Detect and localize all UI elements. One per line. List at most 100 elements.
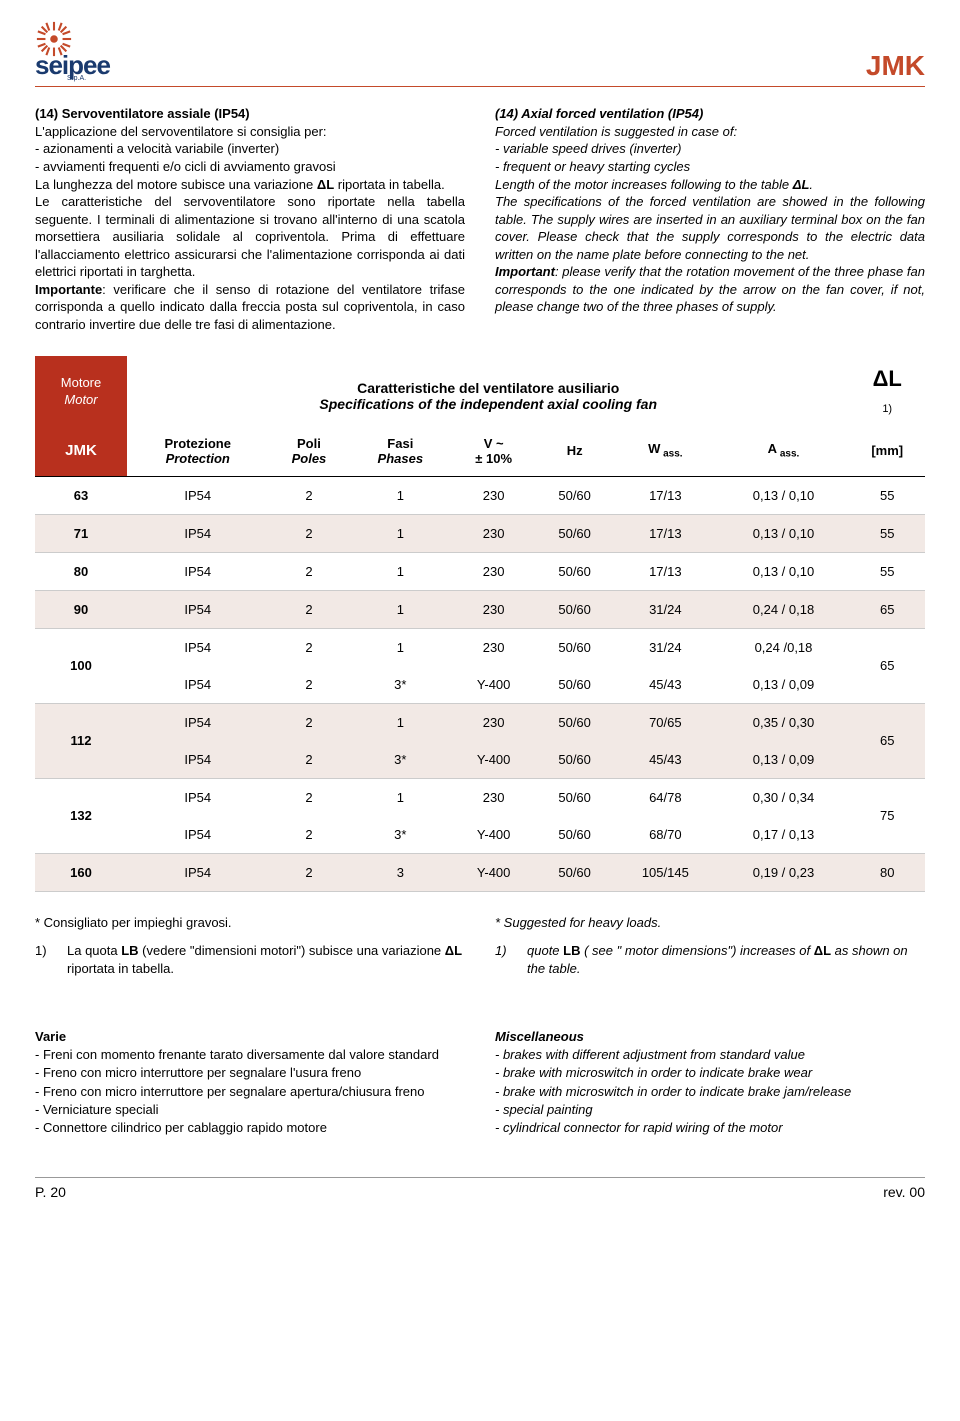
cell-a: 0,17 / 0,13 <box>718 816 850 854</box>
cell-jmk: 80 <box>35 552 127 590</box>
cell-fasi: 3* <box>349 666 451 704</box>
cell-hz: 50/60 <box>536 628 613 666</box>
cell-fasi: 1 <box>349 778 451 816</box>
cell-prot: IP54 <box>127 628 268 666</box>
cell-fasi: 3 <box>349 853 451 891</box>
th-title: Caratteristiche del ventilatore ausiliar… <box>127 356 849 428</box>
cell-hz: 50/60 <box>536 816 613 854</box>
cell-w: 68/70 <box>613 816 717 854</box>
cell-prot: IP54 <box>127 590 268 628</box>
th-protection: ProtezioneProtection <box>127 428 268 477</box>
table-row: 100IP542123050/6031/240,24 /0,1865 <box>35 628 925 666</box>
cell-a: 0,35 / 0,30 <box>718 703 850 741</box>
table-row: 132IP542123050/6064/780,30 / 0,3475 <box>35 778 925 816</box>
th-motor: Motore Motor <box>35 356 127 428</box>
cell-v: 230 <box>451 628 536 666</box>
cell-a: 0,24 / 0,18 <box>718 590 850 628</box>
cell-hz: 50/60 <box>536 778 613 816</box>
cell-poli: 2 <box>268 741 349 779</box>
cell-poli: 2 <box>268 703 349 741</box>
list-item: - brakes with different adjustment from … <box>495 1046 925 1064</box>
list-item: - cylindrical connector for rapid wiring… <box>495 1119 925 1137</box>
spec-table: Motore Motor Caratteristiche del ventila… <box>35 356 925 892</box>
cell-v: Y-400 <box>451 853 536 891</box>
intro-title-it: (14) Servoventilatore assiale (IP54) <box>35 106 250 121</box>
cell-w: 17/13 <box>613 476 717 514</box>
list-item: - brake with microswitch in order to ind… <box>495 1064 925 1082</box>
cell-prot: IP54 <box>127 741 268 779</box>
cell-prot: IP54 <box>127 853 268 891</box>
cell-w: 70/65 <box>613 703 717 741</box>
cell-v: Y-400 <box>451 741 536 779</box>
varie-it: Varie - Freni con momento frenante tarat… <box>35 1028 465 1137</box>
cell-a: 0,13 / 0,10 <box>718 476 850 514</box>
brand-name: seipee <box>35 54 110 77</box>
cell-mm: 65 <box>849 703 925 778</box>
cell-poli: 2 <box>268 666 349 704</box>
cell-fasi: 1 <box>349 628 451 666</box>
cell-a: 0,19 / 0,23 <box>718 853 850 891</box>
notes: * Consigliato per impieghi gravosi. 1) L… <box>35 914 925 979</box>
table-row: 90IP542123050/6031/240,24 / 0,1865 <box>35 590 925 628</box>
cell-hz: 50/60 <box>536 590 613 628</box>
cell-mm: 55 <box>849 514 925 552</box>
cell-w: 17/13 <box>613 552 717 590</box>
list-item: - brake with microswitch in order to ind… <box>495 1083 925 1101</box>
cell-fasi: 1 <box>349 703 451 741</box>
th-voltage: V ~± 10% <box>451 428 536 477</box>
cell-mm: 65 <box>849 590 925 628</box>
th-phases: FasiPhases <box>349 428 451 477</box>
cell-v: 230 <box>451 552 536 590</box>
cell-w: 31/24 <box>613 628 717 666</box>
cell-fasi: 3* <box>349 816 451 854</box>
list-item: - Freno con micro interruttore per segna… <box>35 1083 465 1101</box>
list-item: - Connettore cilindrico per cablaggio ra… <box>35 1119 465 1137</box>
footer: P. 20 rev. 00 <box>35 1177 925 1200</box>
intro-title-en: (14) Axial forced ventilation (IP54) <box>495 106 703 121</box>
cell-v: 230 <box>451 703 536 741</box>
th-mm: [mm] <box>849 428 925 477</box>
cell-poli: 2 <box>268 778 349 816</box>
cell-prot: IP54 <box>127 703 268 741</box>
cell-jmk: 71 <box>35 514 127 552</box>
cell-v: Y-400 <box>451 816 536 854</box>
table-row: 112IP542123050/6070/650,35 / 0,3065 <box>35 703 925 741</box>
cell-prot: IP54 <box>127 778 268 816</box>
cell-prot: IP54 <box>127 666 268 704</box>
revision: rev. 00 <box>883 1184 925 1200</box>
cell-v: Y-400 <box>451 666 536 704</box>
table-row: 160IP5423Y-40050/60105/1450,19 / 0,2380 <box>35 853 925 891</box>
cell-w: 64/78 <box>613 778 717 816</box>
cell-poli: 2 <box>268 628 349 666</box>
cell-a: 0,13 / 0,10 <box>718 552 850 590</box>
th-poles: PoliPoles <box>268 428 349 477</box>
cell-v: 230 <box>451 778 536 816</box>
table-row: 63IP542123050/6017/130,13 / 0,1055 <box>35 476 925 514</box>
cell-jmk: 90 <box>35 590 127 628</box>
brand-sub: S.p.A. <box>67 75 86 82</box>
cell-hz: 50/60 <box>536 476 613 514</box>
cell-jmk: 63 <box>35 476 127 514</box>
varie-en: Miscellaneous - brakes with different ad… <box>495 1028 925 1137</box>
cell-a: 0,24 /0,18 <box>718 628 850 666</box>
cell-mm: 80 <box>849 853 925 891</box>
cell-fasi: 3* <box>349 741 451 779</box>
notes-en: * Suggested for heavy loads. 1) quote LB… <box>495 914 925 979</box>
cell-poli: 2 <box>268 590 349 628</box>
cell-prot: IP54 <box>127 476 268 514</box>
table-row: IP5423*Y-40050/6068/700,17 / 0,13 <box>35 816 925 854</box>
cell-poli: 2 <box>268 853 349 891</box>
cell-fasi: 1 <box>349 514 451 552</box>
cell-a: 0,13 / 0,09 <box>718 741 850 779</box>
cell-hz: 50/60 <box>536 666 613 704</box>
cell-w: 45/43 <box>613 741 717 779</box>
cell-a: 0,13 / 0,09 <box>718 666 850 704</box>
cell-prot: IP54 <box>127 816 268 854</box>
intro-columns: (14) Servoventilatore assiale (IP54) L'a… <box>35 105 925 333</box>
th-w: W ass. <box>613 428 717 477</box>
cell-hz: 50/60 <box>536 552 613 590</box>
th-jmk: JMK <box>35 428 127 477</box>
cell-a: 0,13 / 0,10 <box>718 514 850 552</box>
cell-w: 17/13 <box>613 514 717 552</box>
notes-it: * Consigliato per impieghi gravosi. 1) L… <box>35 914 465 979</box>
